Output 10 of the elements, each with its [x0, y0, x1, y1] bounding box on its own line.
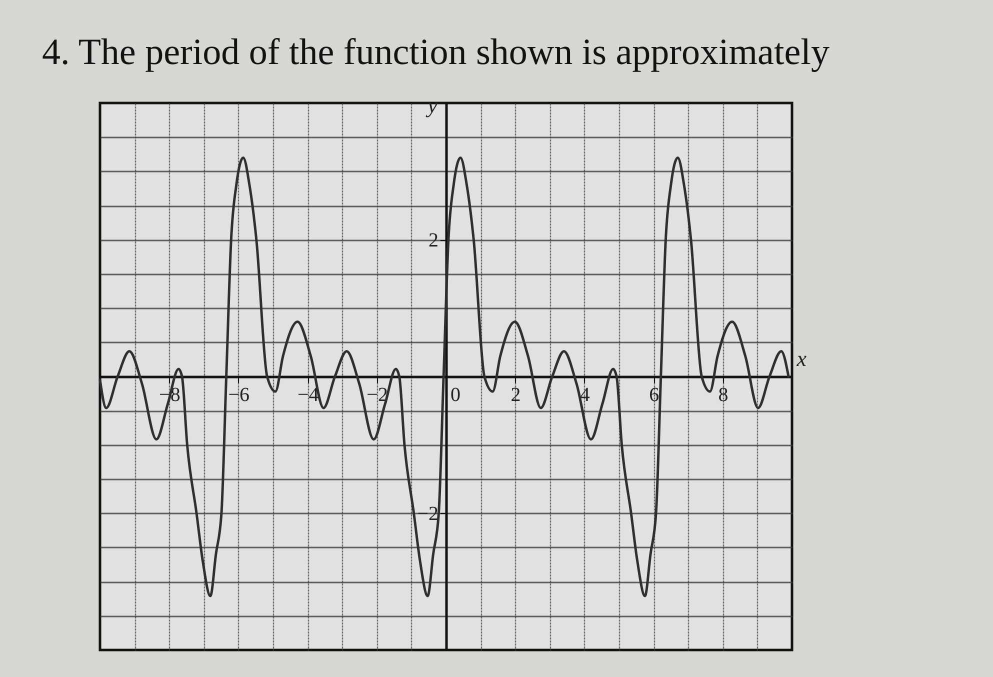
x-tick-label: 2 — [510, 384, 521, 406]
line-series — [98, 156, 790, 598]
x-tick-label: 0 — [450, 384, 460, 406]
x-tick-label: 6 — [649, 384, 660, 406]
x-tick-label: −6 — [228, 384, 250, 406]
x-axis-title: x — [796, 346, 807, 371]
x-tick-label: −4 — [297, 384, 319, 406]
chart-title: 4. The period of the function shown is approximately — [42, 32, 830, 73]
x-tick-label: 4 — [580, 384, 590, 406]
x-tick-label: 8 — [718, 384, 728, 406]
